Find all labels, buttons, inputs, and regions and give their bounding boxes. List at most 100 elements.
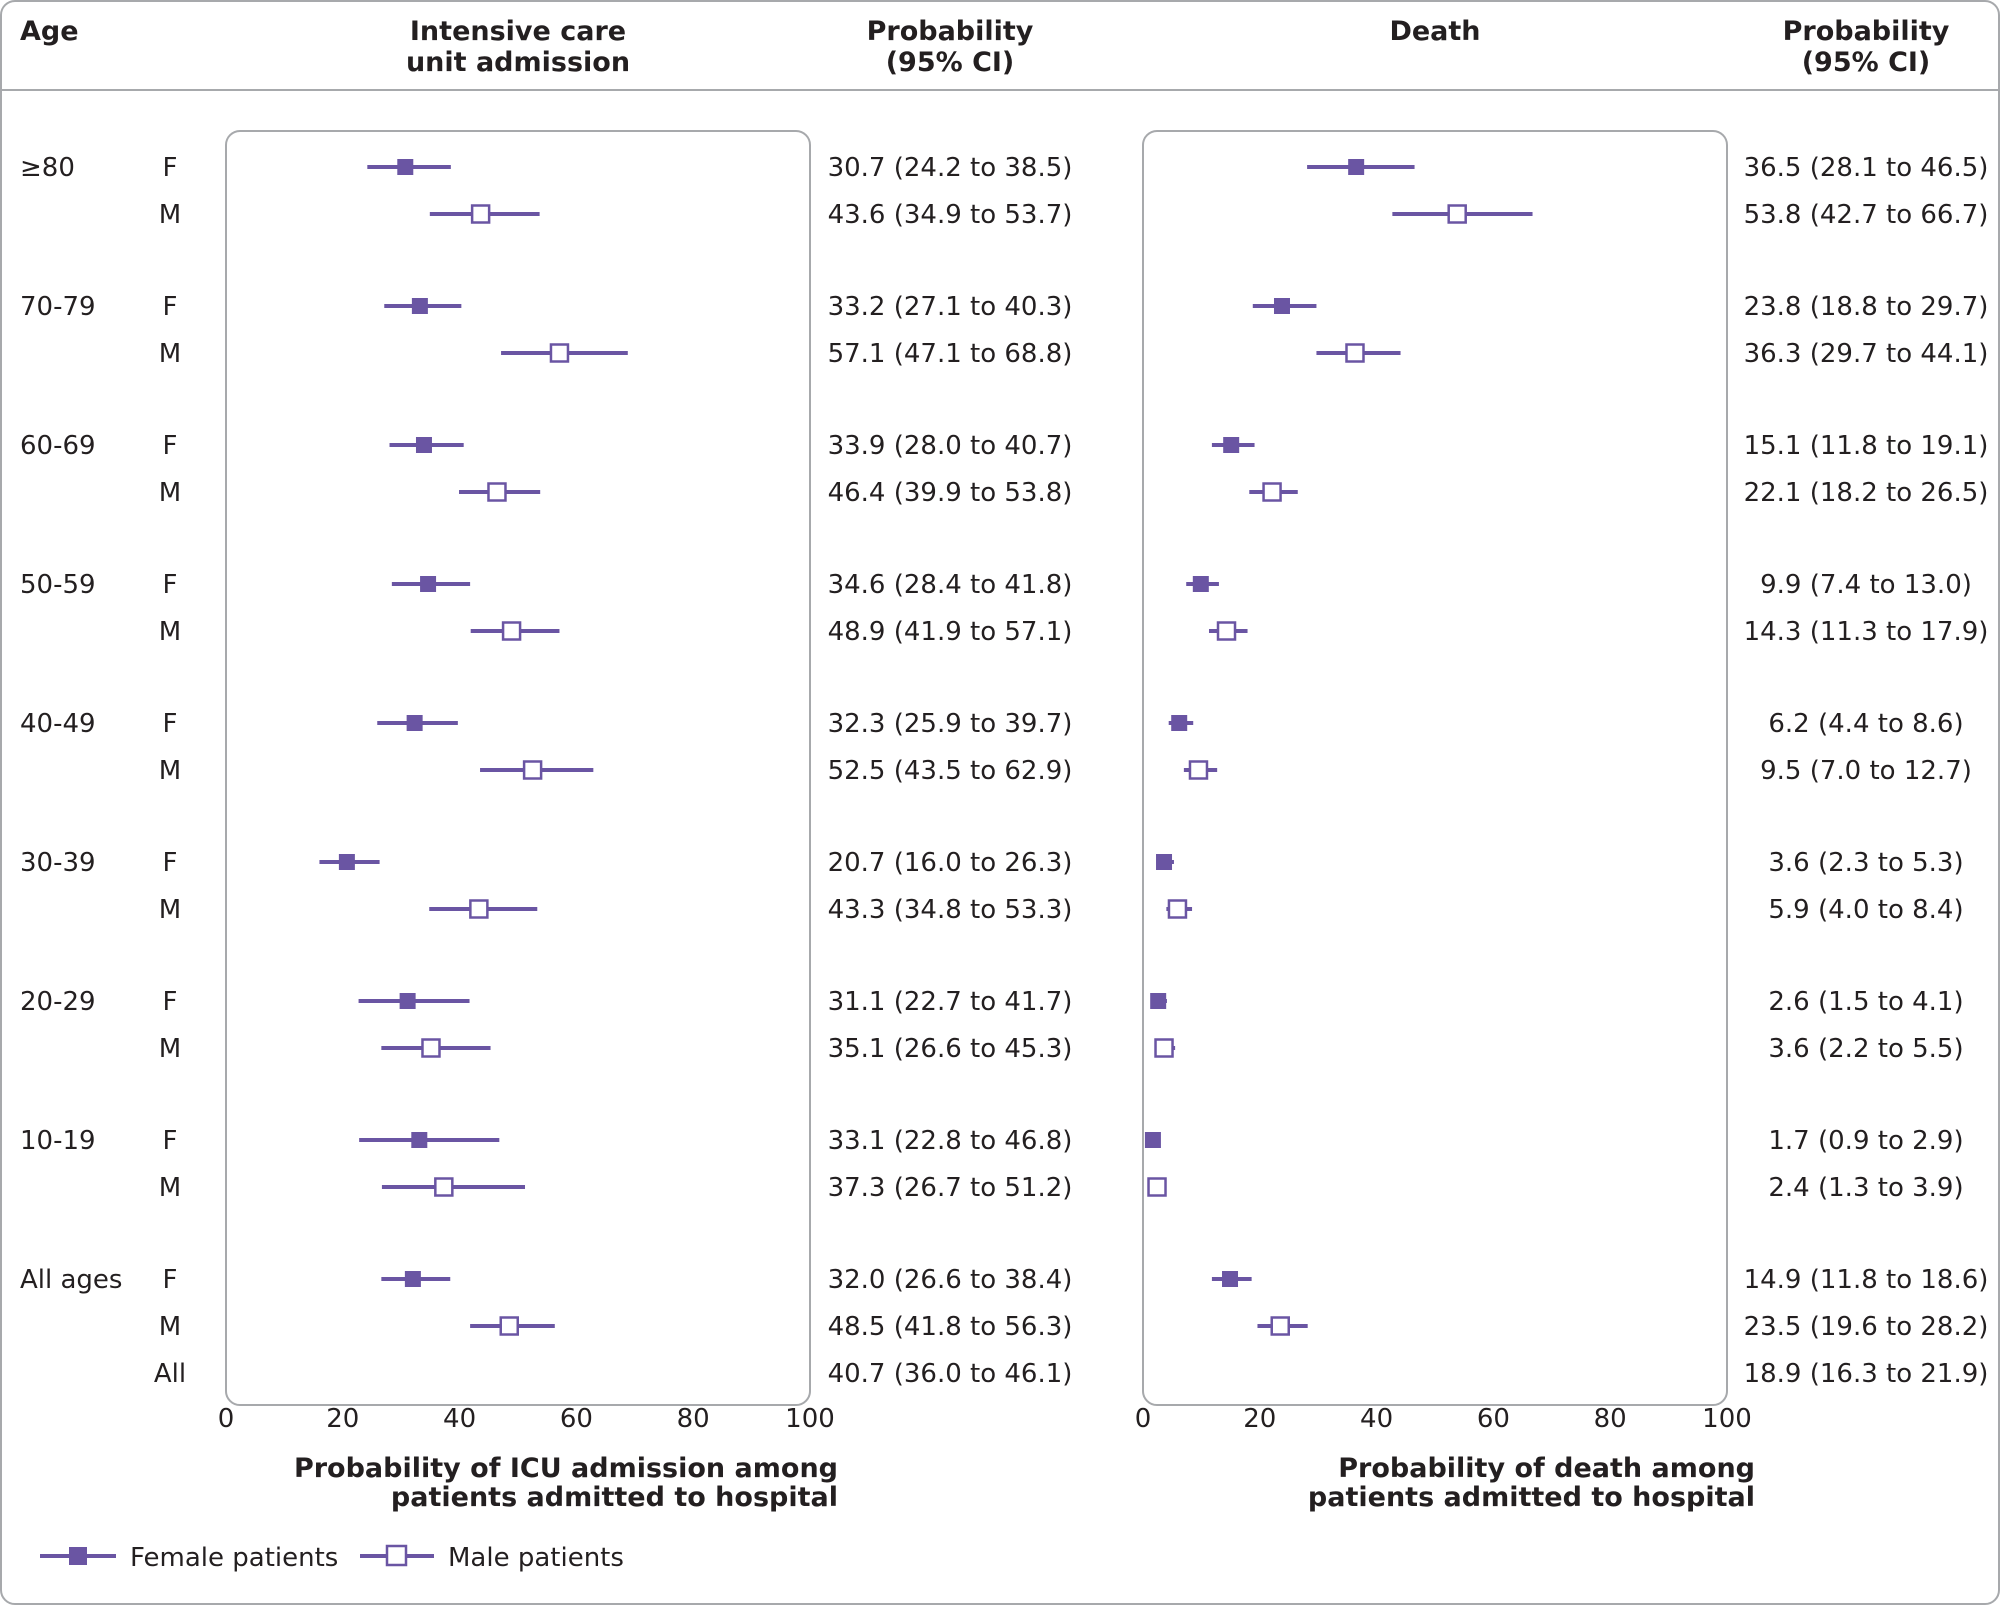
icu-estimate-text: 48.9 (41.9 to 57.1) <box>828 617 1073 647</box>
icu-tick-label: 60 <box>560 1404 593 1434</box>
icu-female-marker <box>415 437 432 453</box>
icu-female-marker <box>397 159 414 175</box>
death-estimate-text: 36.3 (29.7 to 44.1) <box>1744 339 1989 369</box>
death-male-marker <box>1270 1316 1290 1336</box>
death-estimate-text: 18.9 (16.3 to 21.9) <box>1744 1359 1989 1389</box>
icu-female-marker <box>404 1271 421 1287</box>
legend-female-marker <box>69 1547 87 1565</box>
death-estimate-text: 53.8 (42.7 to 66.7) <box>1744 200 1989 230</box>
sex-label: M <box>159 200 181 230</box>
sex-label: M <box>159 1173 181 1203</box>
death-female-marker <box>1171 715 1188 731</box>
legend-male-marker <box>385 1544 408 1567</box>
sex-label: M <box>159 1312 181 1342</box>
death-female-marker <box>1144 1132 1161 1148</box>
age-group-label: 20-29 <box>20 987 96 1017</box>
death-estimate-text: 9.5 (7.0 to 12.7) <box>1760 756 1972 786</box>
header-icu-prob-line1: Probability <box>867 16 1034 47</box>
death-estimate-text: 3.6 (2.2 to 5.5) <box>1768 1034 1963 1064</box>
sex-label: M <box>159 895 181 925</box>
icu-estimate-text: 33.9 (28.0 to 40.7) <box>828 431 1073 461</box>
icu-estimate-text: 46.4 (39.9 to 53.8) <box>828 478 1073 508</box>
death-female-marker <box>1156 854 1173 870</box>
death-estimate-text: 14.3 (11.3 to 17.9) <box>1744 617 1989 647</box>
death-estimate-text: 5.9 (4.0 to 8.4) <box>1768 895 1963 925</box>
icu-estimate-text: 33.2 (27.1 to 40.3) <box>828 292 1073 322</box>
icu-xlabel-line1: Probability of ICU admission among <box>294 1453 838 1484</box>
icu-estimate-text: 32.0 (26.6 to 38.4) <box>828 1265 1073 1295</box>
death-tick-label: 60 <box>1477 1404 1510 1434</box>
icu-female-marker <box>420 576 437 592</box>
sex-label: M <box>159 478 181 508</box>
header-death-prob-line1: Probability <box>1783 16 1950 47</box>
header-icu-line2: unit admission <box>406 47 630 78</box>
sex-label: F <box>163 153 178 183</box>
death-male-marker <box>1154 1038 1174 1058</box>
death-male-marker <box>1345 343 1365 363</box>
icu-male-marker <box>434 1177 454 1197</box>
death-male-marker <box>1262 482 1282 502</box>
death-female-marker <box>1222 1271 1239 1287</box>
death-tick-label: 80 <box>1594 1404 1627 1434</box>
icu-estimate-text: 20.7 (16.0 to 26.3) <box>828 848 1073 878</box>
legend: Female patients Male patients <box>40 1543 624 1573</box>
icu-estimate-text: 34.6 (28.4 to 41.8) <box>828 570 1073 600</box>
death-female-marker <box>1150 993 1167 1009</box>
icu-male-marker <box>470 204 491 224</box>
icu-tick-label: 80 <box>677 1404 710 1434</box>
header-icu-line1: Intensive care <box>410 16 626 47</box>
death-estimate-text: 2.6 (1.5 to 4.1) <box>1768 987 1963 1017</box>
death-panel-frame <box>1142 130 1728 1406</box>
icu-estimate-text: 32.3 (25.9 to 39.7) <box>828 709 1073 739</box>
age-group-label: All ages <box>20 1265 122 1295</box>
icu-male-marker <box>469 899 489 919</box>
death-estimate-text: 22.1 (18.2 to 26.5) <box>1744 478 1989 508</box>
age-group-label: 50-59 <box>20 570 96 600</box>
icu-estimate-text: 40.7 (36.0 to 46.1) <box>828 1359 1073 1389</box>
age-group-label: 10-19 <box>20 1126 96 1156</box>
death-estimate-text: 36.5 (28.1 to 46.5) <box>1744 153 1989 183</box>
death-female-marker <box>1273 298 1290 314</box>
icu-tick-label: 20 <box>326 1404 359 1434</box>
death-estimate-text: 15.1 (11.8 to 19.1) <box>1744 431 1989 461</box>
death-male-marker <box>1447 204 1467 224</box>
icu-tick-label: 40 <box>443 1404 476 1434</box>
death-tick-label: 20 <box>1243 1404 1276 1434</box>
death-female-marker <box>1223 437 1240 453</box>
death-estimate-text: 6.2 (4.4 to 8.6) <box>1768 709 1963 739</box>
icu-male-marker <box>501 621 522 641</box>
header-age: Age <box>20 16 79 47</box>
sex-label: M <box>159 339 181 369</box>
death-female-marker <box>1192 576 1209 592</box>
sex-label: F <box>163 1265 178 1295</box>
death-tick-label: 40 <box>1360 1404 1393 1434</box>
icu-female-marker <box>411 298 428 314</box>
death-male-marker <box>1188 760 1209 780</box>
icu-male-marker <box>549 343 570 363</box>
header-death-prob-line2: (95% CI) <box>1802 47 1931 78</box>
death-tick-label: 0 <box>1135 1404 1152 1434</box>
legend-female-label: Female patients <box>130 1543 338 1573</box>
sex-label: F <box>163 431 178 461</box>
death-xlabel-line1: Probability of death among <box>1338 1453 1755 1484</box>
icu-estimate-text: 30.7 (24.2 to 38.5) <box>828 153 1073 183</box>
death-male-marker <box>1147 1177 1167 1197</box>
age-group-label: 70-79 <box>20 292 96 322</box>
sex-label: M <box>159 756 181 786</box>
icu-estimate-text: 37.3 (26.7 to 51.2) <box>828 1173 1073 1203</box>
sex-label: F <box>163 709 178 739</box>
icu-male-marker <box>522 760 543 780</box>
icu-xlabel-line2: patients admitted to hospital <box>391 1482 838 1513</box>
icu-tick-label: 100 <box>785 1404 835 1434</box>
icu-female-marker <box>406 715 423 731</box>
death-estimate-text: 2.4 (1.3 to 3.9) <box>1768 1173 1963 1203</box>
legend-male-label: Male patients <box>448 1543 624 1573</box>
age-group-label: ≥80 <box>20 153 75 183</box>
death-estimate-text: 23.8 (18.8 to 29.7) <box>1744 292 1989 322</box>
icu-estimate-text: 31.1 (22.7 to 41.7) <box>828 987 1073 1017</box>
sex-label: F <box>163 570 178 600</box>
sex-label: All <box>154 1359 186 1389</box>
